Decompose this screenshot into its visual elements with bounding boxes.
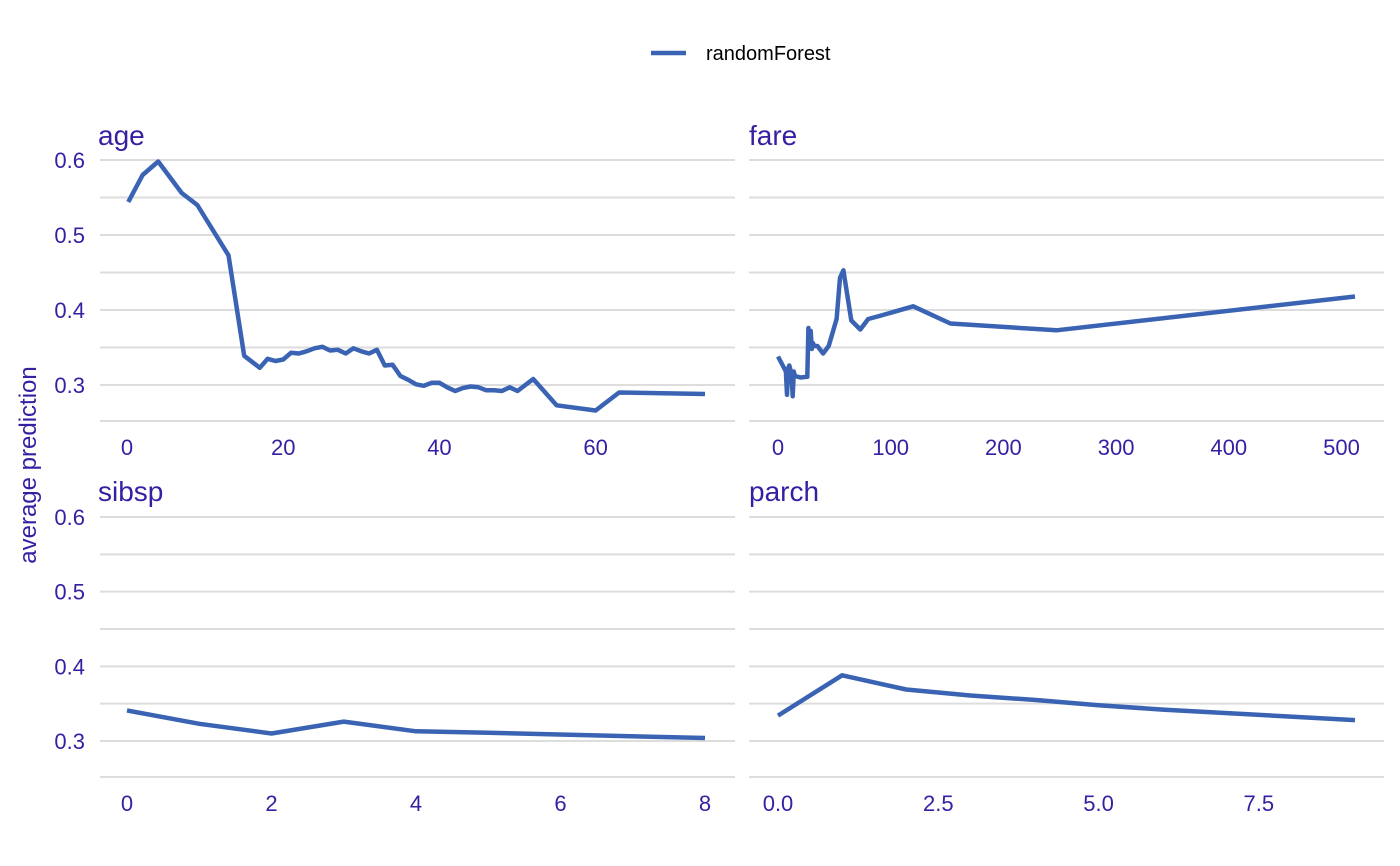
- panel-parch: parch 0.0 2.5 5.0 7.5: [749, 476, 1384, 816]
- x-tick-label: 0.0: [763, 791, 794, 816]
- x-tick-label: 20: [271, 435, 295, 460]
- legend: randomForest: [651, 43, 831, 65]
- x-tick-label: 400: [1210, 435, 1247, 460]
- panel-fare: fare 0 100 200 300 400 500: [749, 120, 1384, 460]
- facet-title-sibsp: sibsp: [98, 476, 163, 507]
- x-tick-label: 0: [121, 435, 133, 460]
- y-tick-label: 0.3: [54, 729, 85, 754]
- x-tick-label: 500: [1323, 435, 1360, 460]
- x-tick-label: 6: [554, 791, 566, 816]
- y-tick-label: 0.3: [54, 373, 85, 398]
- x-tick-label: 100: [872, 435, 909, 460]
- y-tick-label: 0.6: [54, 148, 85, 173]
- x-tick-label: 0: [772, 435, 784, 460]
- x-tick-label: 7.5: [1244, 791, 1275, 816]
- x-tick-label: 2: [265, 791, 277, 816]
- x-tick-label: 40: [427, 435, 451, 460]
- x-tick-label: 0: [121, 791, 133, 816]
- y-axis-title: average prediction: [15, 366, 42, 563]
- x-tick-label: 8: [699, 791, 711, 816]
- x-tick-label: 5.0: [1083, 791, 1114, 816]
- facet-title-fare: fare: [749, 120, 797, 151]
- series-line-sibsp: [126, 708, 706, 741]
- y-tick-label: 0.4: [54, 654, 85, 679]
- y-tick-label: 0.5: [54, 223, 85, 248]
- x-tick-label: 2.5: [923, 791, 954, 816]
- y-tick-label: 0.4: [54, 298, 85, 323]
- facet-title-age: age: [98, 120, 145, 151]
- legend-label: randomForest: [706, 43, 831, 65]
- x-tick-label: 300: [1098, 435, 1135, 460]
- panel-sibsp: sibsp 0.3 0.4 0.5 0.6 0 2 4 6 8: [54, 476, 735, 816]
- x-tick-label: 200: [985, 435, 1022, 460]
- series-line-age: [126, 159, 706, 413]
- series-line-parch: [776, 673, 1356, 723]
- y-tick-label: 0.5: [54, 580, 85, 605]
- series-line-fare: [776, 268, 1356, 399]
- x-tick-label: 60: [583, 435, 607, 460]
- facet-title-parch: parch: [749, 476, 819, 507]
- y-tick-label: 0.6: [54, 505, 85, 530]
- panel-age: age 0.3 0.4 0.5 0.6 0 20 40 60: [54, 120, 735, 460]
- x-tick-label: 4: [410, 791, 422, 816]
